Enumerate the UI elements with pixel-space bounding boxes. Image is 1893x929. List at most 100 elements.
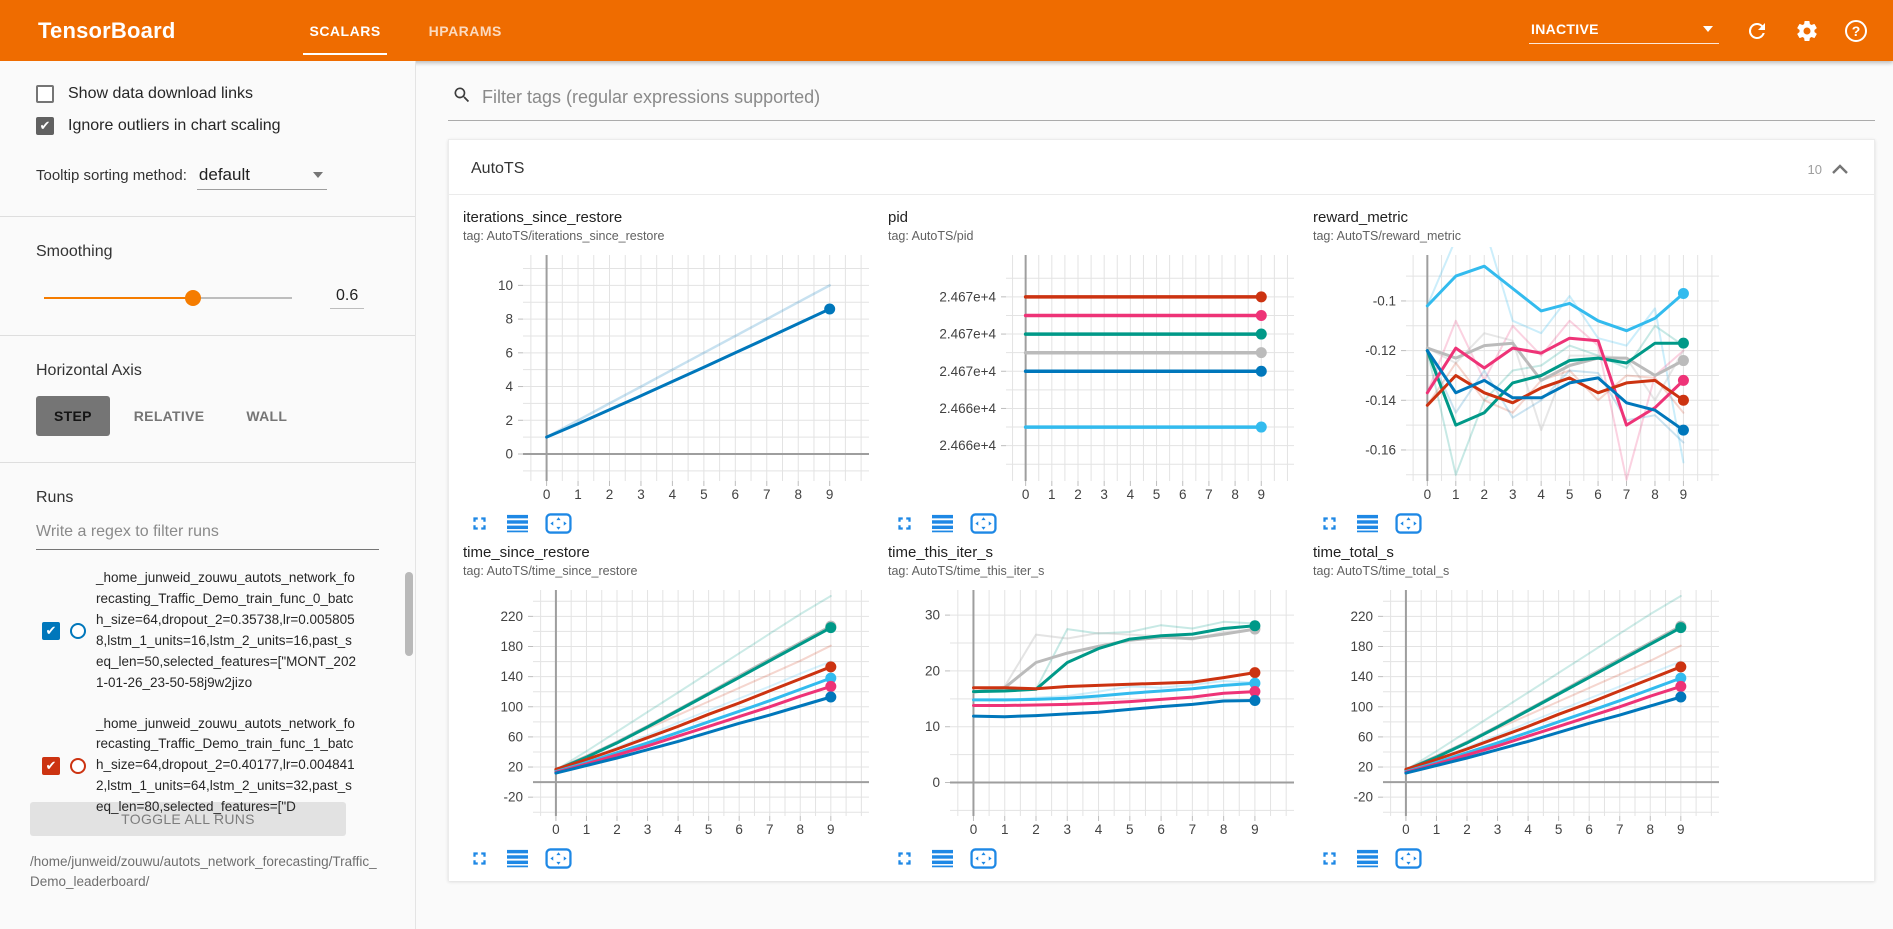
- chart-time_total_s: time_total_s tag: AutoTS/time_total_s -20 2…: [1311, 544, 1736, 869]
- svg-text:6: 6: [1594, 487, 1602, 502]
- svg-text:4: 4: [1127, 487, 1135, 502]
- chart-tag: tag: AutoTS/time_total_s: [1313, 564, 1450, 578]
- logdir-path: /home/junweid/zouwu/autots_network_forec…: [30, 854, 377, 890]
- svg-text:2: 2: [613, 822, 621, 837]
- svg-text:8: 8: [797, 822, 805, 837]
- dashboard-main: AutoTS 10 iterations_since_restore tag: A…: [416, 61, 1893, 929]
- svg-text:5: 5: [1566, 487, 1574, 502]
- svg-text:6: 6: [1585, 822, 1593, 837]
- svg-text:7: 7: [1623, 487, 1631, 502]
- runs-scrollbar[interactable]: [405, 572, 413, 656]
- runs-list-icon[interactable]: [506, 513, 529, 534]
- chart-pid: pid tag: AutoTS/pid 2.467e+4 2.467e+4 2.467e…: [886, 209, 1311, 534]
- svg-text:1: 1: [1452, 487, 1460, 502]
- expand-chart-icon[interactable]: [894, 513, 915, 534]
- runs-list-icon[interactable]: [931, 513, 954, 534]
- ignore-outliers-checkbox[interactable]: ✔: [36, 117, 54, 135]
- run-label: _home_junweid_zouwu_autots_network_forec…: [96, 715, 355, 815]
- svg-text:7: 7: [766, 822, 774, 837]
- svg-text:3: 3: [1494, 822, 1502, 837]
- app-header: TensorBoard SCALARS HPARAMS INACTIVE ?: [0, 0, 1893, 61]
- chevron-up-icon[interactable]: [1832, 162, 1848, 177]
- svg-text:5: 5: [1153, 487, 1161, 502]
- chart-title: time_since_restore: [463, 544, 590, 561]
- runs-list-icon[interactable]: [1356, 848, 1379, 869]
- expand-chart-icon[interactable]: [1319, 513, 1340, 534]
- expand-chart-icon[interactable]: [469, 848, 490, 869]
- tag-group-card: AutoTS 10 iterations_since_restore tag: A…: [448, 139, 1875, 881]
- filter-tags-input[interactable]: [482, 87, 1871, 108]
- runs-list-icon[interactable]: [1356, 513, 1379, 534]
- chart-toolbar: [886, 846, 1311, 869]
- svg-text:8: 8: [1220, 822, 1228, 837]
- run-radio[interactable]: [70, 622, 86, 639]
- svg-text:3: 3: [1064, 822, 1072, 837]
- run-item[interactable]: ✔ _home_junweid_zouwu_autots_network_for…: [0, 704, 415, 829]
- svg-text:4: 4: [505, 379, 513, 394]
- show-download-links-row[interactable]: Show data download links: [36, 85, 379, 103]
- runs-list-icon[interactable]: [931, 848, 954, 869]
- settings-sidebar: Show data download links ✔ Ignore outlie…: [0, 61, 416, 929]
- help-icon[interactable]: ?: [1845, 19, 1867, 42]
- svg-text:7: 7: [763, 487, 771, 502]
- svg-text:6: 6: [1179, 487, 1187, 502]
- svg-text:2: 2: [606, 487, 614, 502]
- tag-group-count: 10: [1807, 161, 1822, 177]
- chart-canvas[interactable]: 0 10 20 30 0 1 2 3 4 5 6 7 8 9: [886, 582, 1304, 846]
- chart-title: iterations_since_restore: [463, 209, 623, 226]
- fit-domain-icon[interactable]: [970, 513, 997, 534]
- svg-text:0: 0: [543, 487, 551, 502]
- smoothing-slider[interactable]: [44, 290, 292, 306]
- divider: [0, 216, 415, 217]
- data-status-dropdown[interactable]: INACTIVE: [1529, 17, 1719, 44]
- tab-scalars[interactable]: SCALARS: [285, 0, 404, 61]
- fit-domain-icon[interactable]: [1395, 513, 1422, 534]
- svg-text:4: 4: [674, 822, 682, 837]
- run-label: _home_junweid_zouwu_autots_network_forec…: [96, 570, 356, 690]
- settings-gear-icon[interactable]: [1795, 19, 1819, 43]
- divider: [0, 335, 415, 336]
- axis-step-button[interactable]: STEP: [36, 396, 110, 436]
- run-radio[interactable]: [70, 757, 86, 774]
- show-download-links-label: Show data download links: [68, 85, 254, 102]
- expand-chart-icon[interactable]: [1319, 848, 1340, 869]
- svg-text:3: 3: [644, 822, 652, 837]
- svg-text:-20: -20: [1353, 790, 1373, 805]
- svg-text:20: 20: [925, 663, 940, 678]
- run-checkbox[interactable]: ✔: [42, 621, 60, 640]
- svg-text:20: 20: [508, 760, 523, 775]
- tab-hparams[interactable]: HPARAMS: [428, 22, 502, 39]
- svg-text:100: 100: [1350, 699, 1373, 714]
- axis-wall-button[interactable]: WALL: [246, 408, 288, 424]
- axis-relative-button[interactable]: RELATIVE: [133, 408, 205, 424]
- svg-text:10: 10: [925, 719, 940, 734]
- fit-domain-icon[interactable]: [545, 513, 572, 534]
- expand-chart-icon[interactable]: [894, 848, 915, 869]
- chart-canvas[interactable]: 0 2 4 6 8 10 0 1 2 3 4 5 6 7 8 9: [461, 247, 879, 511]
- tag-group-header[interactable]: AutoTS 10: [449, 140, 1874, 195]
- svg-text:9: 9: [826, 487, 834, 502]
- chart-canvas[interactable]: -0.1 -0.12 -0.14 -0.16 0 1 2 3 4 5 6 7 8 9: [1311, 247, 1729, 511]
- svg-text:9: 9: [1251, 822, 1259, 837]
- tooltip-sorting-dropdown[interactable]: default: [196, 163, 327, 190]
- reload-icon[interactable]: [1745, 19, 1769, 43]
- expand-chart-icon[interactable]: [469, 513, 490, 534]
- run-checkbox[interactable]: ✔: [42, 756, 60, 775]
- chart-title: reward_metric: [1313, 209, 1409, 226]
- chart-canvas[interactable]: -20 20 60 100 140 180 220 0 1 2 3 4 5 6 7 8 9: [461, 582, 879, 846]
- smoothing-slider-thumb[interactable]: [184, 290, 201, 306]
- chart-canvas[interactable]: 2.467e+4 2.467e+4 2.467e+4 2.466e+4 2.466e+4…: [886, 247, 1304, 511]
- fit-domain-icon[interactable]: [1395, 848, 1422, 869]
- runs-list-icon[interactable]: [506, 848, 529, 869]
- svg-text:2.467e+4: 2.467e+4: [939, 364, 996, 379]
- show-download-links-checkbox[interactable]: [36, 85, 54, 103]
- ignore-outliers-row[interactable]: ✔ Ignore outliers in chart scaling: [36, 117, 379, 135]
- chart-canvas[interactable]: -20 20 60 100 140 180 220 0 1 2 3 4 5 6 7 8 9: [1311, 582, 1729, 846]
- fit-domain-icon[interactable]: [970, 848, 997, 869]
- run-item[interactable]: ✔ _home_junweid_zouwu_autots_network_for…: [0, 558, 415, 704]
- toggle-all-runs-button[interactable]: TOGGLE ALL RUNS: [30, 802, 346, 836]
- svg-text:0: 0: [505, 447, 513, 462]
- runs-filter-input[interactable]: [36, 517, 379, 550]
- svg-text:-0.16: -0.16: [1365, 442, 1396, 457]
- fit-domain-icon[interactable]: [545, 848, 572, 869]
